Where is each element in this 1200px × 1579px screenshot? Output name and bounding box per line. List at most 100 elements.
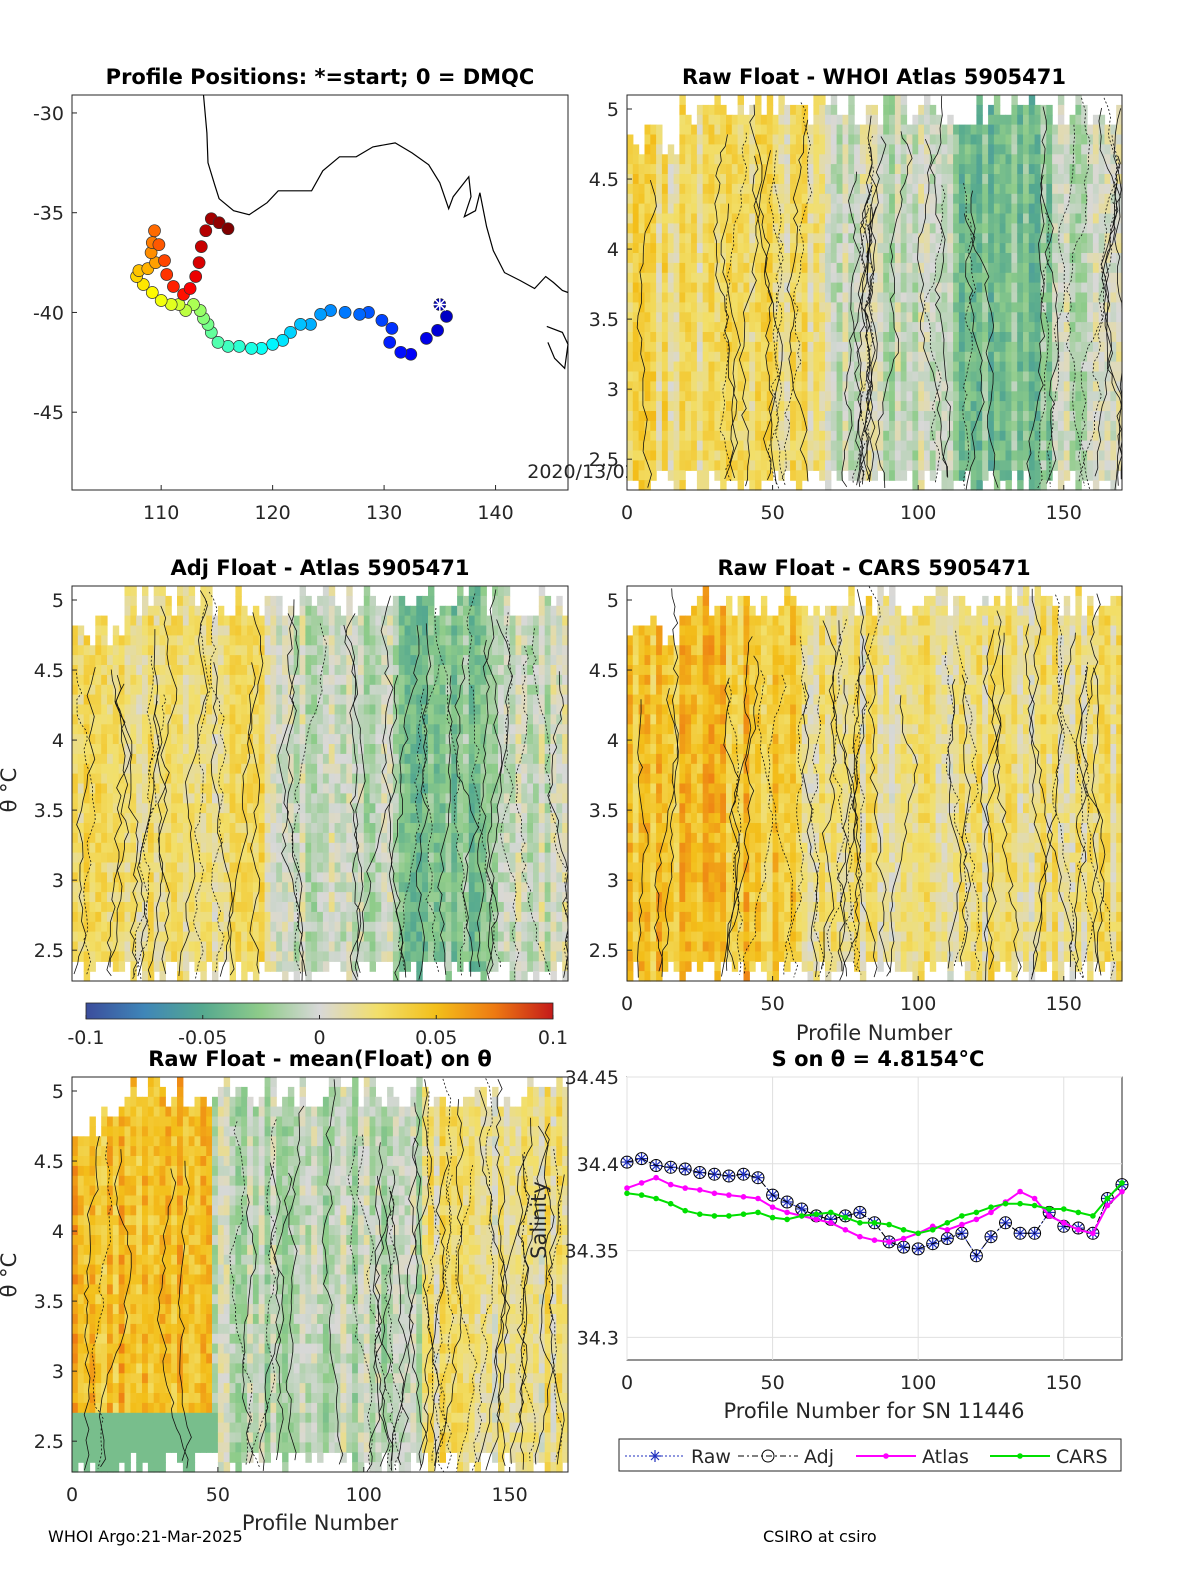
heatmap-cell	[633, 293, 639, 304]
heatmap-cell	[1023, 184, 1029, 195]
heatmap-cell	[1081, 441, 1087, 452]
heatmap-cell	[703, 381, 709, 392]
heatmap-cell	[305, 971, 311, 982]
heatmap-cell	[1046, 125, 1052, 136]
heatmap-cell	[668, 223, 674, 234]
heatmap-cell	[107, 754, 113, 765]
heatmap-cell	[183, 635, 189, 646]
heatmap-cell	[265, 872, 271, 883]
heatmap-cell	[1110, 411, 1116, 422]
heatmap-cell	[947, 125, 953, 136]
heatmap-cell	[796, 372, 802, 383]
heatmap-cell	[953, 293, 959, 304]
heatmap-cell	[230, 675, 236, 686]
heatmap-cell	[1099, 352, 1105, 363]
heatmap-cell	[142, 714, 148, 725]
heatmap-cell	[959, 431, 965, 442]
heatmap-cell	[206, 734, 212, 745]
heatmap-cell	[1029, 273, 1035, 284]
heatmap-cell	[982, 302, 988, 313]
heatmap-cell	[72, 853, 78, 864]
heatmap-cell	[200, 823, 206, 834]
track-point	[195, 241, 207, 253]
heatmap-cell	[936, 332, 942, 343]
heatmap-cell	[183, 616, 189, 627]
heatmap-cell	[218, 655, 224, 666]
heatmap-cell	[107, 655, 113, 666]
heatmap-cell	[171, 734, 177, 745]
heatmap-cell	[1029, 352, 1035, 363]
heatmap-cell	[709, 144, 715, 155]
heatmap-cell	[633, 184, 639, 195]
heatmap-cell	[883, 352, 889, 363]
heatmap-cell	[633, 441, 639, 452]
heatmap-cell	[796, 144, 802, 155]
heatmap-cell	[1064, 381, 1070, 392]
heatmap-cell	[848, 352, 854, 363]
heatmap-cell	[1000, 174, 1006, 185]
heatmap-cell	[825, 451, 831, 462]
heatmap-cell	[241, 902, 247, 913]
heatmap-cell	[895, 115, 901, 126]
heatmap-cell	[1105, 460, 1111, 471]
heatmap-cell	[656, 411, 662, 422]
heatmap-cell	[230, 626, 236, 637]
heatmap-cell	[72, 932, 78, 943]
heatmap-cell	[84, 823, 90, 834]
heatmap-cell	[767, 352, 773, 363]
heatmap-cell	[1075, 401, 1081, 412]
heatmap-cell	[253, 843, 259, 854]
heatmap-cell	[988, 174, 994, 185]
heatmap-cell	[1017, 451, 1023, 462]
heatmap-cell	[668, 470, 674, 481]
heatmap-cell	[329, 714, 335, 725]
heatmap-cell	[679, 460, 685, 471]
heatmap-cell	[177, 932, 183, 943]
heatmap-cell	[323, 922, 329, 933]
heatmap-cell	[323, 823, 329, 834]
heatmap-cell	[1093, 125, 1099, 136]
heatmap-cell	[761, 144, 767, 155]
heatmap-cell	[282, 882, 288, 893]
heatmap-cell	[697, 302, 703, 313]
heatmap-cell	[230, 784, 236, 795]
heatmap-cell	[918, 381, 924, 392]
heatmap-cell	[755, 342, 761, 353]
heatmap-cell	[148, 764, 154, 775]
heatmap-cell	[825, 283, 831, 294]
heatmap-cell	[195, 675, 201, 686]
heatmap-cell	[1070, 460, 1076, 471]
heatmap-cell	[668, 253, 674, 264]
heatmap-cell	[95, 863, 101, 874]
heatmap-cell	[311, 764, 317, 775]
heatmap-cell	[959, 263, 965, 274]
heatmap-cell	[627, 214, 633, 225]
heatmap-cell	[300, 734, 306, 745]
heatmap-cell	[329, 645, 335, 656]
heatmap-cell	[738, 401, 744, 412]
heatmap-cell	[154, 932, 160, 943]
heatmap-cell	[72, 695, 78, 706]
heatmap-cell	[288, 922, 294, 933]
heatmap-cell	[1093, 263, 1099, 274]
heatmap-cell	[685, 243, 691, 254]
heatmap-cell	[305, 685, 311, 696]
heatmap-cell	[720, 451, 726, 462]
heatmap-cell	[942, 283, 948, 294]
heatmap-cell	[709, 263, 715, 274]
heatmap-cell	[767, 174, 773, 185]
heatmap-cell	[1029, 115, 1035, 126]
heatmap-cell	[994, 421, 1000, 432]
heatmap-cell	[1035, 302, 1041, 313]
heatmap-cell	[72, 734, 78, 745]
heatmap-cell	[189, 803, 195, 814]
heatmap-cell	[1075, 263, 1081, 274]
heatmap-cell	[270, 714, 276, 725]
heatmap-cell	[848, 164, 854, 175]
heatmap-cell	[714, 105, 720, 116]
heatmap-cell	[895, 302, 901, 313]
heatmap-cell	[1029, 223, 1035, 234]
heatmap-cell	[761, 322, 767, 333]
heatmap-cell	[819, 431, 825, 442]
heatmap-cell	[171, 635, 177, 646]
